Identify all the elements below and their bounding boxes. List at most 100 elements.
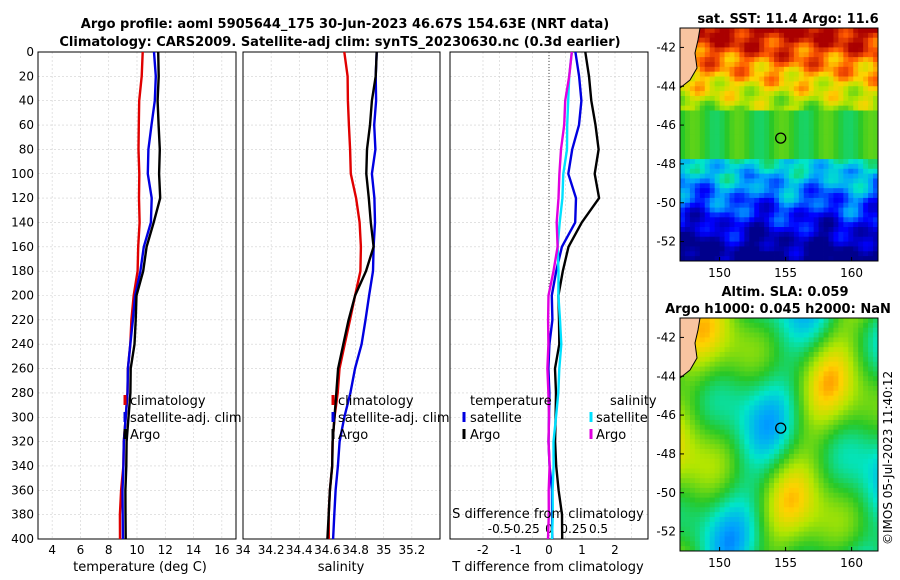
- map-cell: [798, 517, 805, 523]
- map-cell: [739, 246, 745, 252]
- map-cell: [803, 246, 810, 252]
- map-cell: [694, 332, 701, 338]
- map-cell: [779, 512, 785, 518]
- map-cell: [848, 327, 854, 333]
- map-cell: [853, 429, 859, 435]
- map-cell: [779, 202, 785, 208]
- map-cell: [759, 327, 765, 333]
- map-cell: [724, 52, 730, 58]
- map-cell: [803, 256, 810, 261]
- map-cell: [828, 444, 834, 450]
- map-cell: [868, 47, 874, 53]
- map-cell: [823, 439, 829, 445]
- map-cell: [818, 478, 824, 484]
- map-cell: [769, 531, 775, 537]
- map-cell: [838, 256, 844, 261]
- map-cell: [779, 217, 785, 223]
- map-cell: [828, 507, 834, 513]
- map-cell: [754, 129, 760, 136]
- map-cell: [858, 376, 864, 382]
- map-cell: [729, 385, 735, 392]
- map-cell: [769, 125, 775, 131]
- map-cell: [783, 400, 790, 406]
- map-cell: [709, 222, 716, 228]
- map-cell: [843, 419, 849, 426]
- map-cell: [759, 231, 765, 238]
- map-cell: [808, 173, 815, 179]
- map-cell: [704, 120, 711, 126]
- map-cell: [813, 236, 819, 242]
- map-cell: [704, 251, 711, 257]
- map-cell: [798, 318, 805, 324]
- map-cell: [764, 419, 770, 426]
- map-cell: [793, 410, 800, 416]
- map-cell: [798, 439, 805, 445]
- map-cell: [798, 347, 805, 353]
- map-cell: [754, 47, 760, 53]
- map-cell: [744, 400, 750, 406]
- map-cell: [764, 193, 770, 199]
- map-cell: [813, 139, 819, 145]
- map-cell: [749, 115, 755, 121]
- y-tick-label: 260: [11, 362, 34, 376]
- map-cell: [843, 52, 849, 58]
- map-cell: [759, 202, 765, 208]
- map-cell: [853, 347, 859, 353]
- map-cell: [724, 458, 730, 465]
- map-cell: [744, 366, 750, 372]
- map-cell: [818, 507, 824, 513]
- map-cell: [783, 327, 790, 333]
- map-cell: [694, 342, 701, 348]
- map-cell: [863, 536, 869, 542]
- map-cell: [684, 236, 691, 242]
- map-cell: [868, 129, 874, 136]
- map-cell: [764, 405, 770, 411]
- map-cell: [818, 356, 824, 363]
- map-cell: [680, 207, 686, 213]
- map-cell: [719, 163, 725, 170]
- map-cell: [714, 546, 720, 551]
- map-cell: [853, 385, 859, 392]
- map-cell: [719, 429, 725, 435]
- map-cell: [749, 81, 755, 87]
- map-cell: [823, 47, 829, 53]
- map-y-tick-label: -42: [656, 40, 676, 54]
- map-cell: [868, 361, 874, 367]
- map-cell: [704, 517, 711, 523]
- map-cell: [818, 439, 824, 445]
- map-cell: [833, 47, 839, 53]
- map-cell: [788, 61, 795, 68]
- map-cell: [788, 149, 795, 155]
- map-cell: [744, 168, 750, 175]
- map-cell: [694, 507, 701, 513]
- map-cell: [858, 173, 864, 179]
- map-cell: [858, 154, 864, 160]
- map-cell: [749, 521, 755, 528]
- map-cell: [803, 42, 810, 48]
- map-cell: [734, 429, 740, 435]
- map-cell: [783, 366, 790, 372]
- map-cell: [858, 178, 864, 184]
- map-cell: [853, 376, 859, 382]
- map-cell: [783, 521, 790, 528]
- map-cell: [853, 159, 859, 165]
- map-cell: [759, 478, 765, 484]
- map-cell: [689, 473, 696, 479]
- map-cell: [868, 188, 874, 194]
- map-cell: [843, 139, 849, 145]
- map-cell: [684, 149, 691, 155]
- map-cell: [680, 222, 686, 228]
- map-cell: [774, 473, 780, 479]
- map-cell: [838, 159, 844, 165]
- map-cell: [729, 212, 735, 218]
- map-cell: [704, 202, 711, 208]
- map-cell: [699, 134, 706, 141]
- map-cell: [808, 105, 815, 111]
- map-cell: [838, 129, 844, 136]
- map-cell: [724, 483, 730, 489]
- map-cell: [788, 183, 795, 189]
- map-cell: [818, 449, 824, 455]
- map-cell: [704, 178, 711, 184]
- x-tick-label: 4: [48, 543, 56, 557]
- map-cell: [848, 415, 854, 421]
